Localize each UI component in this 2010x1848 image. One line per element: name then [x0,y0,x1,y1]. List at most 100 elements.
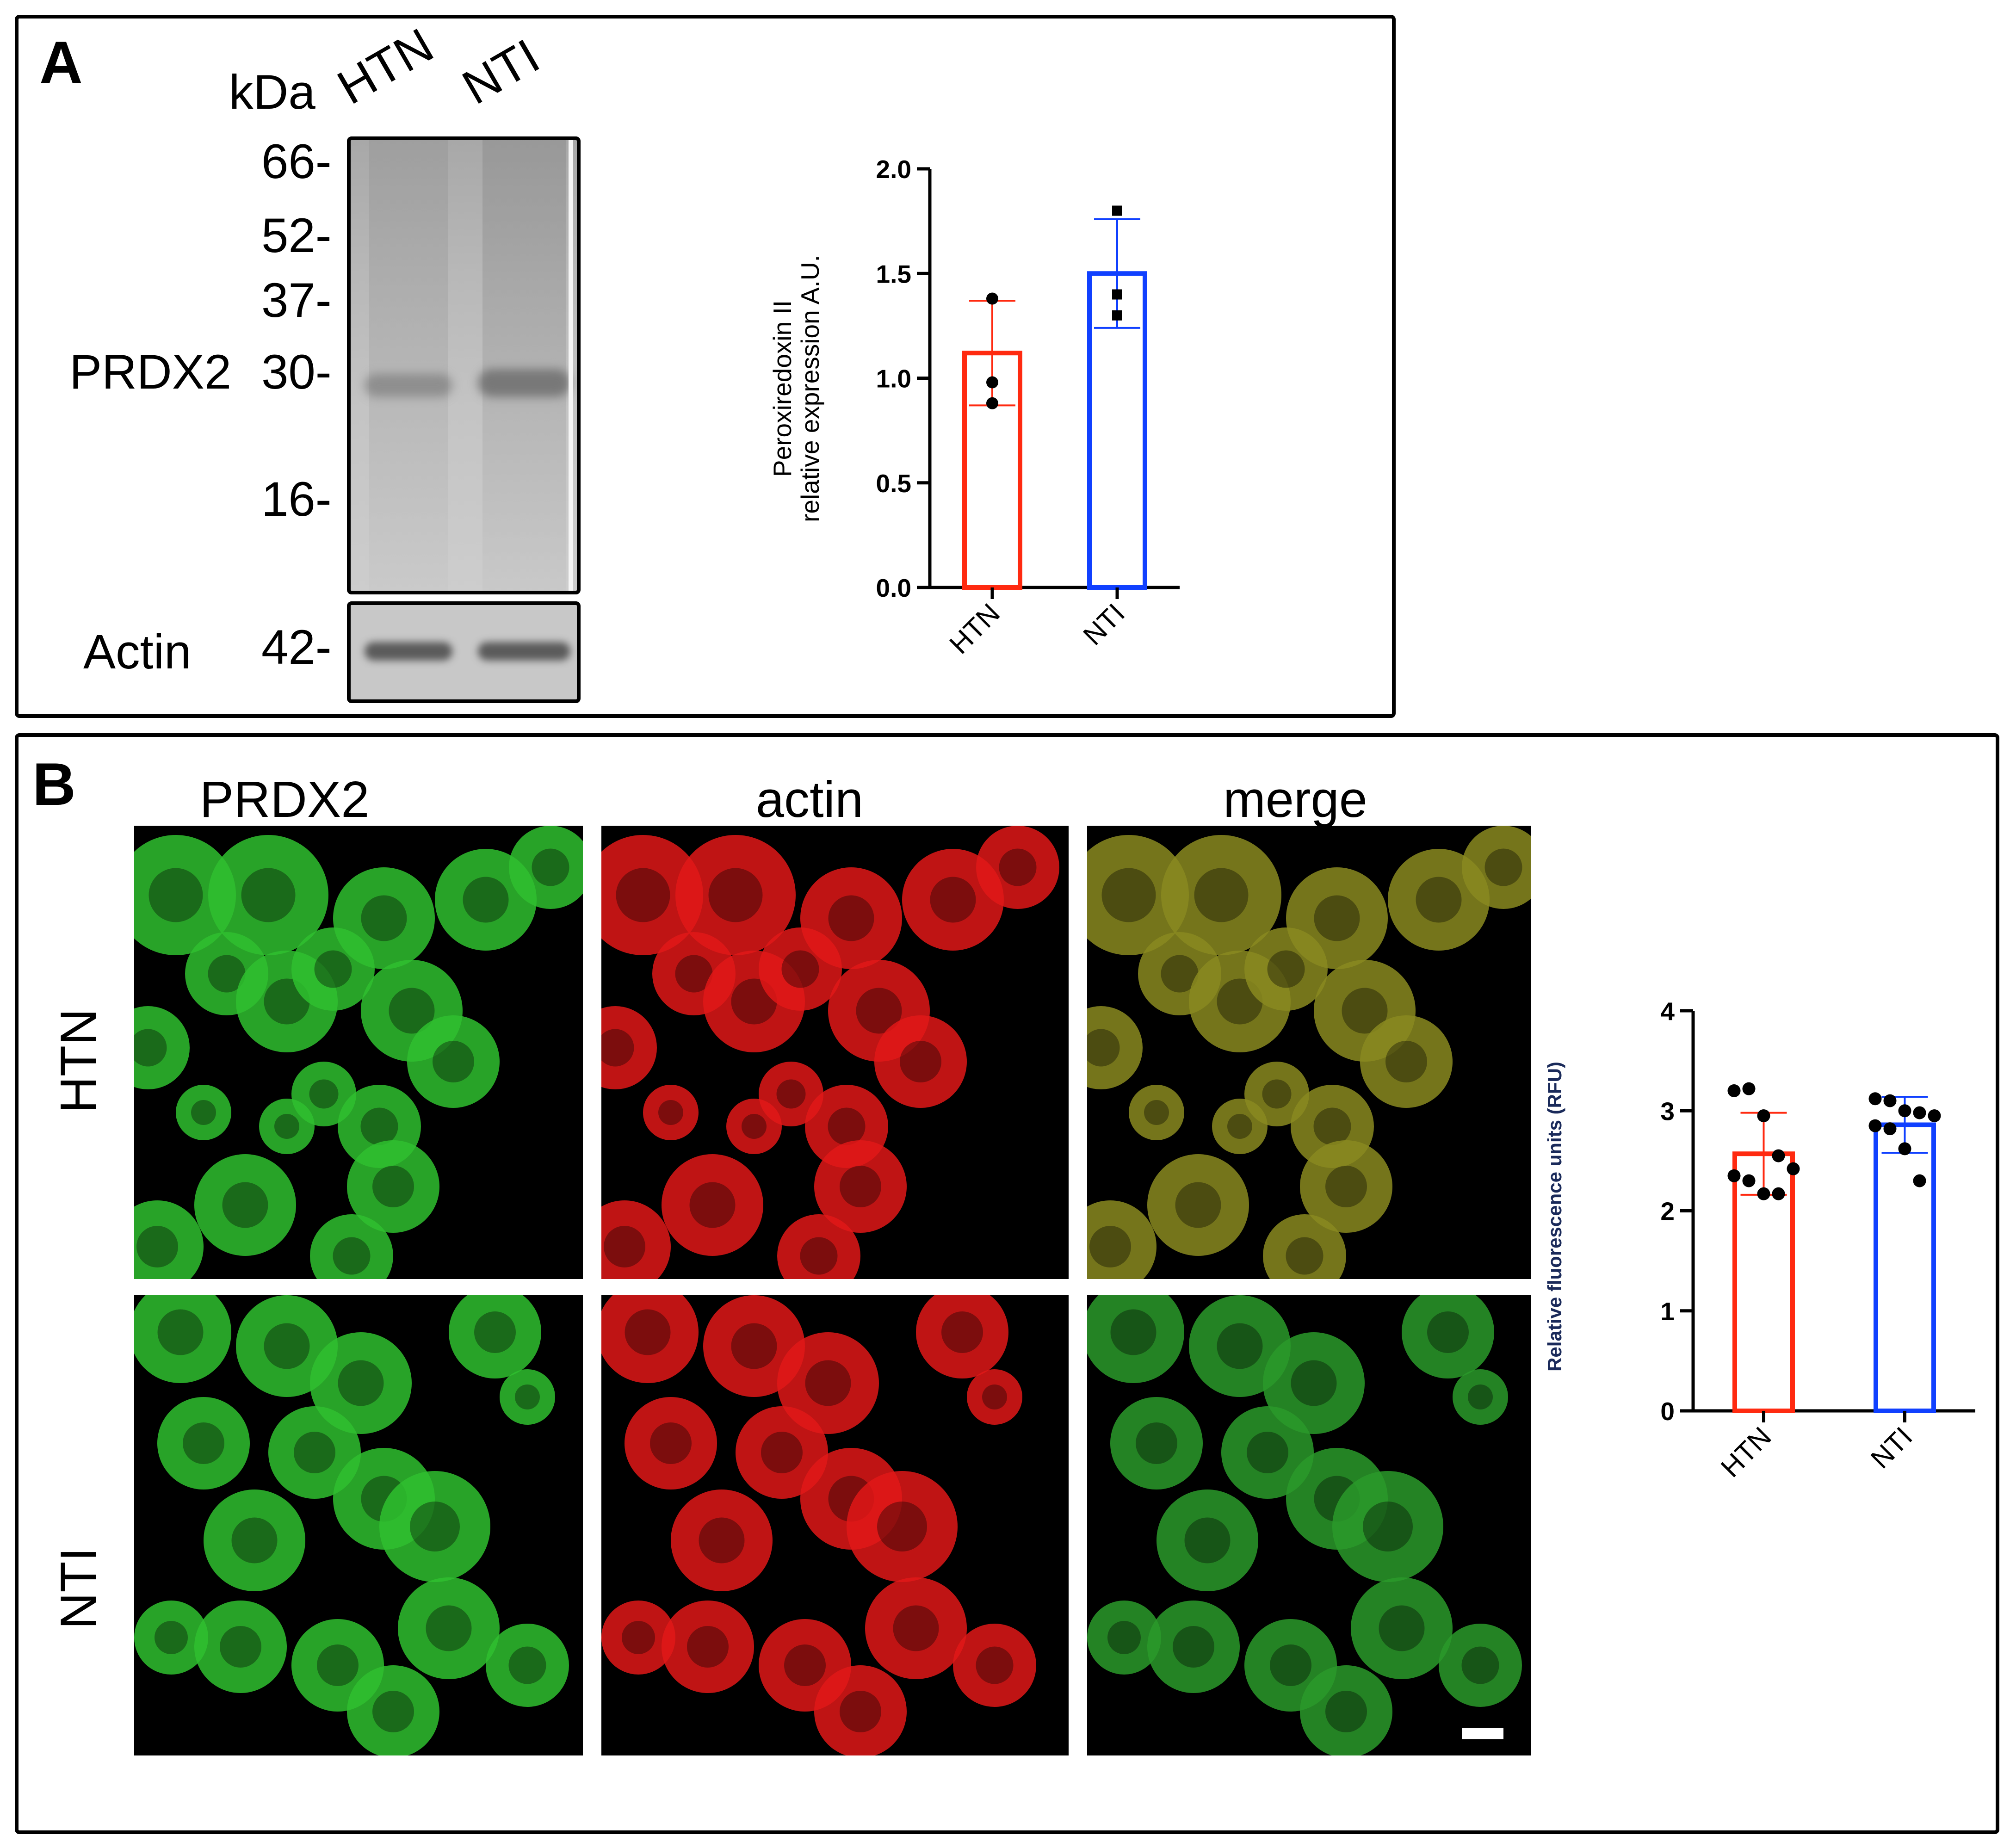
cell [1263,1332,1365,1434]
cell [726,1099,782,1154]
cell [1157,1490,1258,1591]
cell-nucleus [1217,1323,1263,1369]
cell-nucleus [699,1517,745,1564]
data-point [1913,1174,1926,1187]
cell-nucleus [1194,868,1249,922]
data-point [1772,1187,1785,1200]
cell-nucleus [622,1621,655,1654]
cell-nucleus [1110,1309,1157,1355]
cell-nucleus [515,1384,540,1409]
cell-nucleus [828,895,874,941]
cell-nucleus [1136,1422,1177,1464]
cell-nucleus [338,1360,384,1406]
cell-nucleus [1314,895,1360,941]
cell [625,1397,717,1490]
y-tick-label: 0.0 [876,574,911,602]
chart-b: 0 1 2 3 4 HTN NTI Relative fluorescence units (… [1544,997,1975,1483]
cell [662,1154,763,1256]
cell-nucleus [309,1079,339,1109]
cell-nucleus [274,1114,299,1139]
htn-actin-band [365,642,452,661]
cell-nucleus [372,1166,414,1207]
cell [1462,826,1531,909]
cell [675,835,796,955]
cell-nucleus [784,1644,826,1686]
cell-nucleus [1262,1079,1292,1109]
cell [1453,1369,1508,1425]
cell [259,1099,315,1154]
data-point [1868,1092,1882,1106]
cell-nucleus [1089,1226,1131,1267]
scale-bar [1462,1728,1503,1739]
cell [310,1332,412,1434]
nti-actin-band [478,642,570,661]
cell [379,1471,490,1582]
y-tick-label: 3 [1660,1097,1675,1125]
cell [291,927,375,1011]
cell-nucleus [601,1029,634,1067]
cell-nucleus [264,1323,310,1369]
cell-nucleus [1161,955,1199,993]
nti-prdx2-band [478,369,570,397]
cell-nucleus [463,877,509,923]
column-title-merge: merge [1223,771,1367,828]
cell-nucleus [220,1626,261,1668]
cells-nti-merge [1087,1295,1522,1755]
cell-nucleus [317,1644,359,1686]
data-point [986,376,998,389]
htn-prdx2-band [365,374,452,397]
cell-nucleus [982,1384,1007,1409]
cell [1351,1577,1453,1679]
cell-nucleus [1267,950,1305,988]
cell [736,1406,828,1499]
cell-nucleus [687,1626,729,1668]
marker-16: 16- [261,472,332,526]
marker-42: 42- [261,620,332,674]
cell-nucleus [532,848,569,886]
data-point [1787,1162,1800,1175]
cell [1402,1295,1494,1378]
cell [449,1295,541,1378]
data-point [1757,1109,1770,1123]
cell-nucleus [1363,1502,1413,1551]
cell [814,1665,907,1755]
blot-edge [569,140,573,591]
cell [671,1490,773,1591]
actin-label: Actin [83,625,192,679]
data-point [1913,1106,1926,1119]
cell-nucleus [616,868,670,922]
cell-nucleus [183,1422,224,1464]
y-tick-label: 1.5 [876,260,911,288]
data-point [1112,289,1122,300]
cell-nucleus [1342,988,1388,1034]
cell [310,1214,393,1279]
cell-nucleus [658,1100,683,1125]
cell-nucleus [856,988,902,1034]
cell-nucleus [828,1107,866,1145]
data-point [1112,205,1122,216]
cell-nucleus [1173,1626,1214,1668]
cell-nucleus [1175,1182,1221,1228]
cell-nucleus [999,848,1037,886]
cell-nucleus [1427,1311,1469,1353]
data-point [1727,1169,1741,1182]
cell-nucleus [781,950,819,988]
cell-nucleus [900,1041,941,1082]
cell-nucleus [148,868,203,922]
prdx2-blot [347,136,581,594]
cell-nucleus [134,1029,167,1067]
cell [407,1015,500,1108]
cells-nti-prdx2 [134,1295,569,1755]
column-title-prdx2: PRDX2 [199,771,370,828]
cell [777,1214,860,1279]
cell [1087,1006,1143,1089]
micrograph-nti-merge [1087,1295,1531,1755]
data-point [1742,1174,1756,1187]
cell-nucleus [625,1309,671,1355]
cell [134,1200,204,1279]
panel-b-letter: B [32,750,76,818]
x-tick-label: NTI [1865,1421,1918,1475]
cell [194,1154,296,1256]
cell-nucleus [1379,1605,1425,1651]
y-tick-label: 0 [1660,1397,1675,1426]
